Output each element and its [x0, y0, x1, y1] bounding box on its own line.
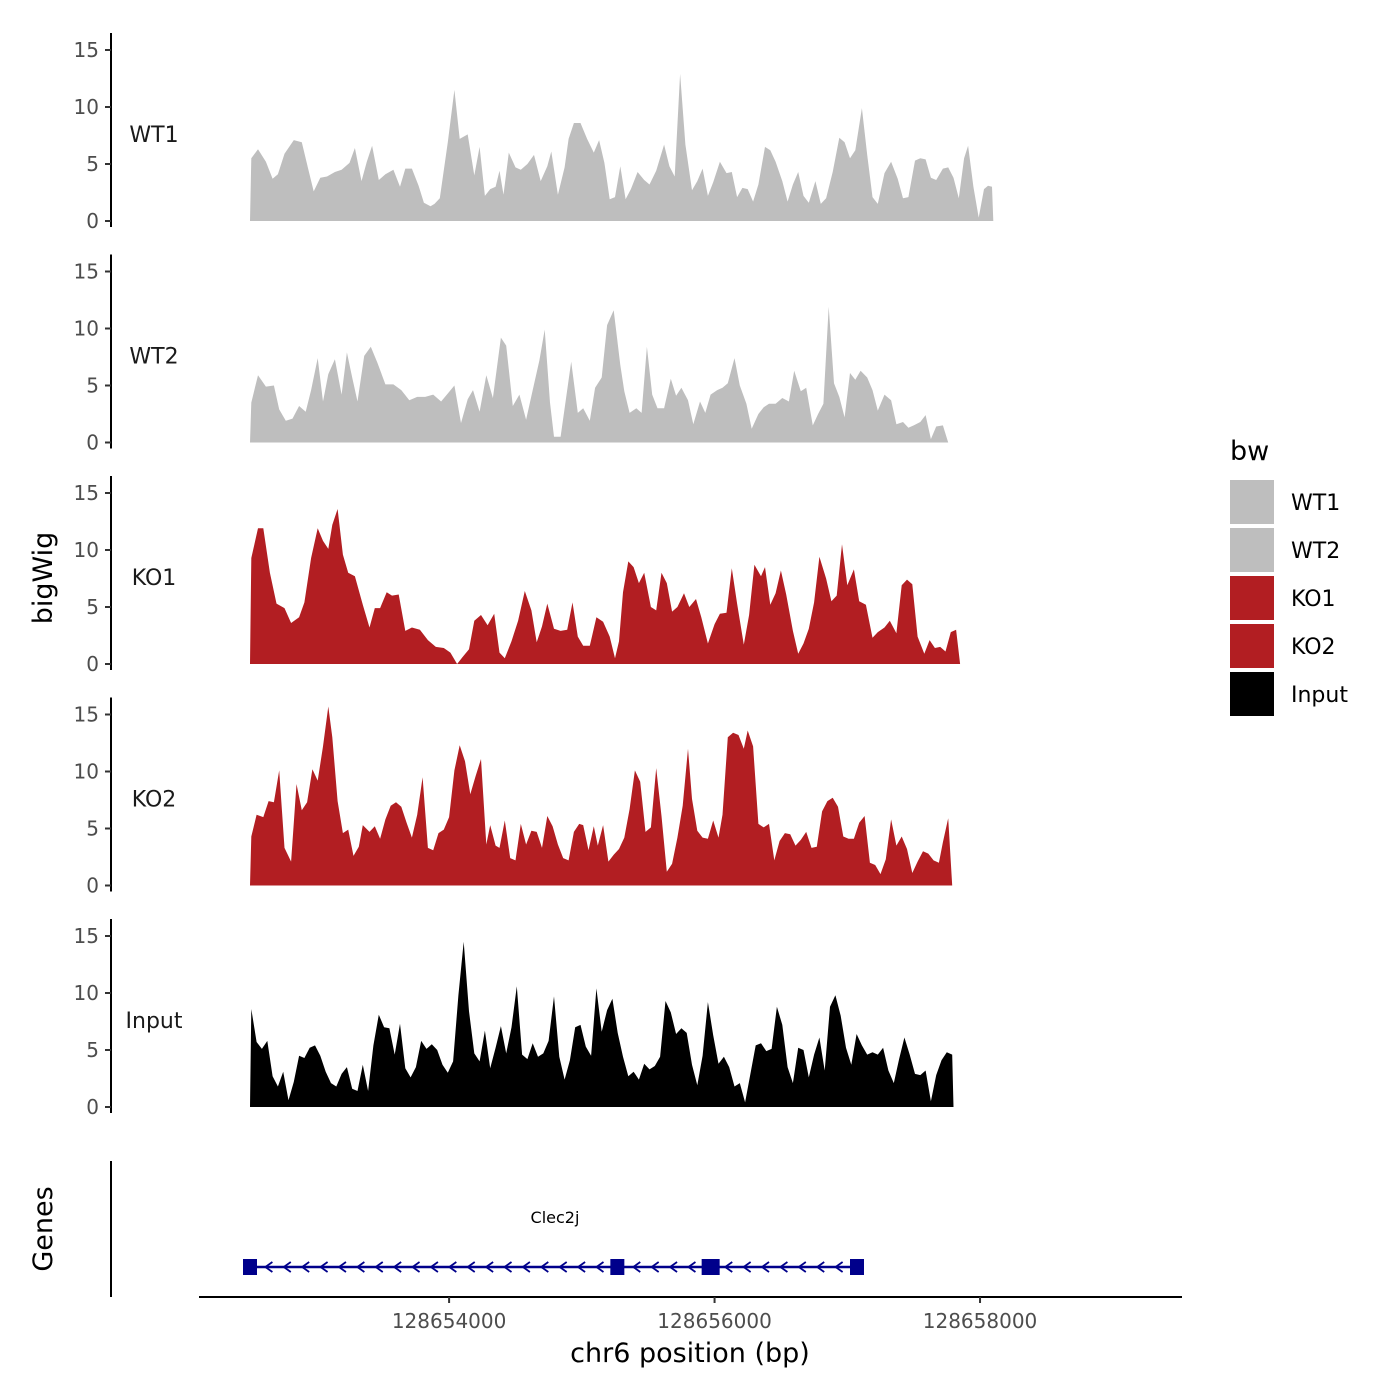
gene-clec2j: Clec2j [243, 1208, 864, 1275]
track-panel-wt1: 0 5 10 15 WT1 [74, 33, 994, 233]
strand-arrow [466, 1261, 476, 1273]
strand-arrow [815, 1261, 825, 1273]
coverage-area-input [250, 941, 954, 1107]
strand-arrow [447, 1261, 457, 1273]
strand-arrow [594, 1261, 605, 1273]
y-tick-label: 5 [86, 374, 99, 398]
strand-arrow [650, 1261, 660, 1273]
strand-arrow [521, 1261, 531, 1273]
strand-arrow [797, 1261, 807, 1273]
strand-arrow [319, 1261, 329, 1273]
legend-label-wt2: WT2 [1291, 539, 1340, 564]
strand-arrow [742, 1261, 752, 1273]
track-panel-ko2: 0 5 10 15 KO2 [74, 697, 953, 898]
strand-arrow [668, 1261, 678, 1273]
coverage-area-ko1 [250, 509, 961, 664]
legend-key-ko2 [1230, 624, 1274, 668]
strand-arrow [760, 1261, 770, 1273]
exon-block [610, 1259, 625, 1275]
y-tick-label: 0 [86, 1095, 99, 1119]
strand-arrow [410, 1261, 421, 1273]
exon-block [701, 1259, 720, 1275]
genes-track: Clec2j [110, 1161, 864, 1297]
x-tick-label: 128656000 [657, 1309, 772, 1333]
x-tick-label: 128654000 [392, 1309, 507, 1333]
coverage-area-ko2 [250, 706, 953, 886]
y-tick-label: 10 [74, 981, 99, 1005]
strand-arrow [374, 1261, 384, 1273]
y-tick-label: 5 [86, 1038, 99, 1062]
strand-arrow [337, 1261, 347, 1273]
strand-arrow [686, 1261, 696, 1273]
strand-arrow [539, 1261, 549, 1273]
y-tick-label: 10 [74, 760, 99, 784]
legend-label-ko1: KO1 [1291, 587, 1336, 612]
exon-block [850, 1259, 864, 1275]
legend-key-ko1 [1230, 576, 1274, 620]
x-tick-label: 128658000 [923, 1309, 1038, 1333]
legend-label-input: Input [1291, 683, 1348, 708]
strand-arrow [263, 1261, 273, 1273]
track-panel-ko1: 0 5 10 15 KO1 [74, 476, 961, 676]
y-tick-label: 5 [86, 817, 99, 841]
y-tick-label: 5 [86, 152, 99, 176]
coverage-area-wt1 [250, 73, 994, 222]
track-label-wt1: WT1 [129, 123, 178, 148]
strand-arrow [576, 1261, 586, 1273]
track-panel-input: 0 5 10 15 Input [74, 919, 954, 1119]
strand-arrow [558, 1261, 568, 1273]
legend-key-input [1230, 672, 1274, 716]
y-tick-label: 15 [74, 924, 99, 948]
strand-arrow [631, 1261, 641, 1273]
track-panel-wt2: 0 5 10 15 WT2 [74, 254, 949, 455]
legend-label-wt1: WT1 [1291, 491, 1340, 516]
y-tick-label: 15 [74, 703, 99, 727]
strand-arrow [282, 1261, 292, 1273]
strand-arrow [778, 1261, 788, 1273]
legend-label-ko2: KO2 [1291, 635, 1336, 660]
gene-label: Clec2j [531, 1208, 580, 1227]
strand-arrow [484, 1261, 494, 1273]
y-tick-label: 10 [74, 95, 99, 119]
track-label-input: Input [126, 1009, 183, 1034]
exon-block [243, 1259, 257, 1275]
y-tick-label: 15 [74, 260, 99, 284]
coverage-area-wt2 [250, 306, 949, 443]
strand-arrow [723, 1261, 733, 1273]
strand-arrow [834, 1261, 844, 1273]
x-axis: 128654000 128656000 128658000 [199, 1296, 1182, 1333]
strand-arrow [355, 1261, 365, 1273]
legend-key-wt1 [1230, 480, 1274, 524]
track-label-wt2: WT2 [129, 345, 178, 370]
track-label-ko2: KO2 [132, 788, 177, 813]
genes-axis-title: Genes [28, 1186, 59, 1271]
strand-arrow [392, 1261, 402, 1273]
y-tick-label: 0 [86, 874, 99, 898]
strand-arrow [502, 1261, 513, 1273]
y-tick-label: 5 [86, 595, 99, 619]
y-tick-label: 0 [86, 652, 99, 676]
tracks-layer: 0 5 10 15 WT1 0 5 10 15 WT2 0 5 10 15 KO1 0 5 10 15 KO2 0 5 10… [74, 33, 994, 1119]
strand-arrow [429, 1261, 439, 1273]
y-tick-label: 15 [74, 481, 99, 505]
y-tick-label: 10 [74, 538, 99, 562]
y-tick-label: 0 [86, 431, 99, 455]
y-tick-label: 10 [74, 317, 99, 341]
legend-title: bw [1230, 436, 1269, 467]
legend: bw WT1 WT2 KO1 KO2 Input [1230, 436, 1348, 716]
legend-key-wt2 [1230, 528, 1274, 572]
y-axis-title: bigWig [28, 532, 59, 625]
track-label-ko1: KO1 [132, 566, 177, 591]
y-tick-label: 0 [86, 209, 99, 233]
y-tick-label: 15 [74, 38, 99, 62]
x-axis-title: chr6 position (bp) [570, 1338, 810, 1369]
strand-arrow [300, 1261, 310, 1273]
